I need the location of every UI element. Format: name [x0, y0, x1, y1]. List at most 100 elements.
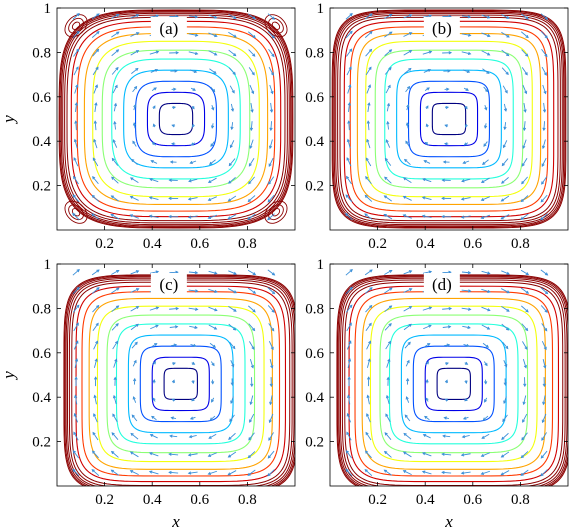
- velocity-arrow: [72, 269, 80, 276]
- velocity-arrow: [384, 287, 393, 294]
- velocity-arrow: [403, 432, 412, 440]
- velocity-arrow: [386, 358, 391, 368]
- velocity-arrow: [152, 105, 156, 110]
- streamline: [70, 20, 282, 218]
- velocity-arrow: [191, 361, 196, 365]
- velocity-arrow: [170, 343, 178, 347]
- corner-vortex-streamline: [64, 200, 88, 224]
- velocity-arrow: [148, 196, 159, 201]
- velocity-arrow: [93, 120, 97, 131]
- velocity-arrow: [346, 138, 351, 149]
- streamline: [361, 297, 546, 470]
- velocity-arrow: [112, 340, 118, 350]
- velocity-arrow: [73, 175, 79, 185]
- panel-label: (c): [159, 275, 178, 294]
- y-tick-label: 1: [44, 257, 52, 273]
- velocity-arrow: [171, 124, 176, 128]
- velocity-arrow: [187, 453, 198, 457]
- velocity-arrow: [94, 358, 98, 368]
- y-axis-label: y: [0, 115, 18, 125]
- streamline: [88, 297, 273, 470]
- velocity-arrow: [112, 394, 117, 405]
- velocity-arrow: [230, 103, 235, 112]
- streamline-outer: [341, 279, 566, 486]
- velocity-arrow: [367, 102, 371, 112]
- velocity-arrow: [149, 177, 159, 183]
- velocity-arrow: [482, 415, 489, 421]
- velocity-arrow: [364, 269, 373, 276]
- velocity-arrow: [168, 178, 178, 182]
- axes-frame: [56, 263, 296, 487]
- y-tick-label: 0.6: [32, 90, 51, 106]
- velocity-arrow: [132, 140, 137, 147]
- velocity-arrow: [480, 452, 490, 457]
- velocity-arrow: [230, 378, 234, 386]
- velocity-arrow: [422, 177, 432, 183]
- velocity-arrow: [73, 66, 79, 76]
- velocity-arrow: [385, 139, 391, 148]
- velocity-arrow: [500, 195, 510, 202]
- velocity-arrow: [384, 269, 393, 275]
- velocity-arrow: [442, 434, 451, 438]
- streamline: [407, 80, 491, 158]
- velocity-arrow: [540, 194, 548, 203]
- velocity-arrow: [365, 48, 373, 57]
- velocity-arrow: [347, 358, 352, 368]
- velocity-arrow: [267, 450, 275, 459]
- velocity-arrow: [171, 142, 176, 146]
- velocity-arrow: [93, 413, 98, 423]
- velocity-arrow: [129, 451, 139, 458]
- velocity-arrow: [520, 469, 529, 476]
- velocity-arrow: [249, 341, 255, 350]
- velocity-arrow: [74, 120, 78, 131]
- velocity-arrow: [130, 14, 140, 19]
- streamline: [384, 58, 514, 180]
- velocity-arrow: [268, 48, 275, 58]
- velocity-arrow: [481, 288, 491, 293]
- velocity-arrow: [520, 451, 529, 459]
- velocity-arrow: [73, 48, 80, 57]
- velocity-arrow: [501, 270, 510, 275]
- velocity-arrow: [503, 378, 507, 386]
- streamline-outer: [68, 279, 293, 486]
- velocity-arrow: [132, 122, 137, 129]
- streamline: [101, 49, 251, 189]
- velocity-arrow: [229, 140, 235, 149]
- velocity-arrow: [230, 122, 234, 131]
- velocity-arrow: [542, 395, 546, 406]
- velocity-arrow: [207, 470, 218, 476]
- velocity-arrow: [267, 194, 275, 203]
- velocity-arrow: [461, 271, 472, 275]
- velocity-arrow: [521, 176, 528, 185]
- velocity-arrow: [268, 176, 275, 185]
- velocity-arrow: [228, 49, 237, 57]
- velocity-arrow: [113, 102, 118, 112]
- streamline: [123, 69, 229, 169]
- velocity-arrow: [151, 87, 157, 92]
- velocity-arrow: [541, 323, 548, 332]
- velocity-arrow: [385, 413, 391, 423]
- x-axis-label: x: [444, 512, 453, 531]
- axes-frame: [329, 7, 569, 231]
- velocity-arrow: [541, 340, 547, 351]
- velocity-arrow: [132, 396, 137, 403]
- velocity-arrow: [188, 289, 199, 293]
- velocity-arrow: [402, 214, 412, 219]
- velocity-arrow: [73, 157, 79, 167]
- velocity-arrow: [483, 123, 488, 129]
- velocity-arrow: [228, 323, 237, 331]
- velocity-arrow: [364, 194, 373, 202]
- streamline: [92, 40, 260, 198]
- velocity-arrow: [522, 84, 528, 95]
- velocity-arrow: [422, 306, 433, 311]
- velocity-arrow: [228, 270, 237, 275]
- velocity-arrow: [148, 452, 159, 457]
- velocity-arrow: [228, 31, 237, 38]
- velocity-arrow: [72, 304, 80, 313]
- velocity-arrow: [500, 451, 510, 458]
- velocity-arrow: [230, 360, 235, 368]
- velocity-arrow: [484, 379, 488, 385]
- streamline-outer: [338, 276, 568, 486]
- velocity-arrow: [72, 212, 80, 221]
